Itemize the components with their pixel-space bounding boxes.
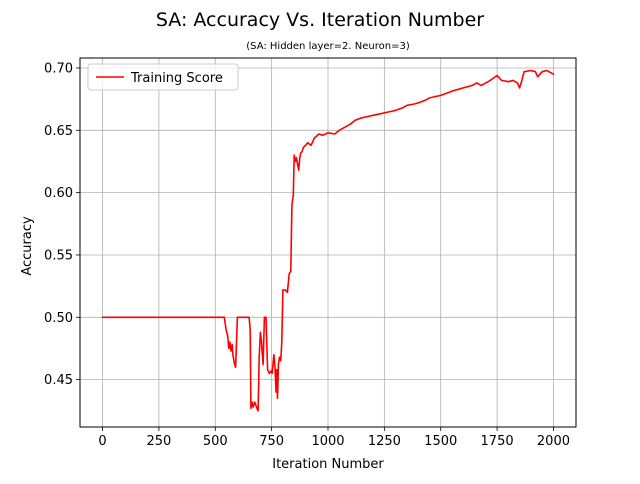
y-tick-label: 0.45 — [44, 373, 73, 388]
grid-lines — [80, 58, 576, 427]
x-tick-label: 1000 — [311, 434, 344, 449]
x-tick-label: 0 — [98, 434, 106, 449]
x-tick-label: 1500 — [424, 434, 457, 449]
y-tick-label: 0.60 — [44, 186, 73, 201]
x-tick-label: 2000 — [537, 434, 570, 449]
x-tick-label: 1750 — [481, 434, 514, 449]
y-tick-label: 0.50 — [44, 311, 73, 326]
chart-title: SA: Accuracy Vs. Iteration Number — [156, 9, 484, 31]
legend: Training Score — [87, 63, 239, 91]
chart-subtitle: (SA: Hidden layer=2. Neuron=3) — [246, 41, 410, 52]
axis-ticks: 0 250 500 750 1000 1250 1500 1750 2000 0.45 0.50 0.… — [44, 61, 570, 449]
series-line-training-score — [101, 69, 555, 412]
y-tick-label: 0.55 — [44, 248, 73, 263]
y-tick-label: 0.70 — [44, 61, 73, 76]
x-tick-label: 500 — [203, 434, 228, 449]
x-tick-label: 1250 — [368, 434, 401, 449]
legend-box — [87, 63, 239, 91]
series-layer — [101, 69, 555, 412]
x-tick-label: 250 — [146, 434, 171, 449]
y-axis-label: Accuracy — [20, 216, 35, 276]
y-tick-label: 0.65 — [44, 124, 73, 139]
x-axis-label: Iteration Number — [272, 457, 384, 472]
x-tick-label: 750 — [259, 434, 284, 449]
legend-label-training-score: Training Score — [130, 71, 223, 86]
